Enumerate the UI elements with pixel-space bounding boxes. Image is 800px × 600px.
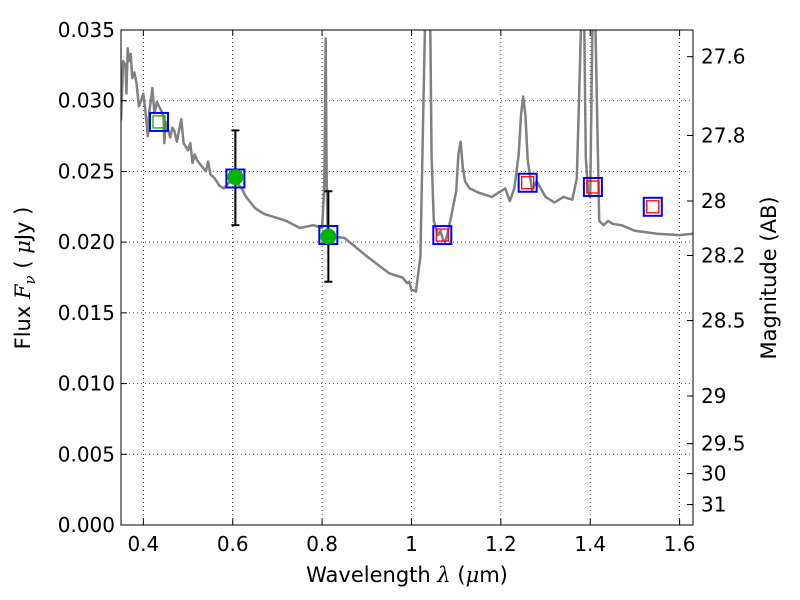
y2-tick-label: 27.6 <box>701 45 746 69</box>
x-tick-label: 0.6 <box>217 532 249 556</box>
y2-axis-title: Magnitude (AB) <box>757 196 781 359</box>
y2-tick-label: 30 <box>701 462 726 486</box>
y-axis-title: Flux Fν ( μJy ) <box>11 207 39 350</box>
observed-limit-square <box>152 115 166 129</box>
upper-limit-square <box>521 176 535 190</box>
plot-background <box>121 30 693 525</box>
upper-limit-square <box>646 200 660 214</box>
upper-limit-square <box>435 228 449 242</box>
y-axis-title-symbol: F <box>11 283 35 300</box>
ticks: 0.4 0.6 0.8 1 1.2 1.4 1.6 0.000 0.005 0.010 0.015 0… <box>58 18 746 556</box>
y-tick-label: 0.025 <box>58 159 115 183</box>
plot-content <box>121 30 693 293</box>
y-tick-label: 0.020 <box>58 230 115 254</box>
observed-point <box>320 228 337 245</box>
x-axis-title-pre: Wavelength <box>306 563 437 587</box>
y-tick-label: 0.010 <box>58 372 115 396</box>
x-tick-label: 1.4 <box>574 532 606 556</box>
y2-tick-label: 29 <box>701 384 726 408</box>
y-tick-label: 0.000 <box>58 513 115 537</box>
y2-tick-label: 28.2 <box>701 244 746 268</box>
y2-tick-label: 31 <box>701 493 726 517</box>
y-tick-label: 0.030 <box>58 89 115 113</box>
y-axis-title-mid: ( <box>11 254 35 276</box>
y-tick-label: 0.015 <box>58 301 115 325</box>
model-band-square <box>432 225 453 246</box>
y-axis-title-subscript: ν <box>21 275 39 284</box>
x-tick-label: 0.4 <box>127 532 159 556</box>
upper-limit-square <box>586 180 600 194</box>
x-axis-title-unit: μ <box>466 563 480 587</box>
y2-tick-label: 27.8 <box>701 123 746 147</box>
y2-tick-label: 28 <box>701 189 726 213</box>
x-tick-label: 0.8 <box>306 532 338 556</box>
x-tick-label: 1.2 <box>485 532 517 556</box>
model-band-square <box>517 172 538 193</box>
x-axis-title-open: ( <box>451 563 466 587</box>
model-band-square <box>148 111 169 132</box>
y-axis-title-unit: μ <box>11 240 35 254</box>
y-tick-label: 0.005 <box>58 442 115 466</box>
x-axis-title: Wavelength λ (μm) <box>306 563 508 587</box>
y-tick-label: 0.035 <box>58 18 115 42</box>
observed-point <box>227 169 244 186</box>
y2-tick-label: 29.5 <box>701 432 746 456</box>
x-tick-label: 1 <box>405 532 418 556</box>
y2-tick-label: 28.5 <box>701 309 746 333</box>
x-axis-title-symbol: λ <box>436 563 450 587</box>
x-tick-label: 1.6 <box>664 532 696 556</box>
x-axis-title-post: m) <box>479 563 508 587</box>
y-axis-title-post: Jy ) <box>11 207 35 243</box>
model-band-square <box>582 176 603 197</box>
y-axis-title-pre: Flux <box>11 299 35 349</box>
markers <box>148 111 663 283</box>
model-band-square <box>642 196 663 217</box>
plot-frame <box>120 29 694 526</box>
